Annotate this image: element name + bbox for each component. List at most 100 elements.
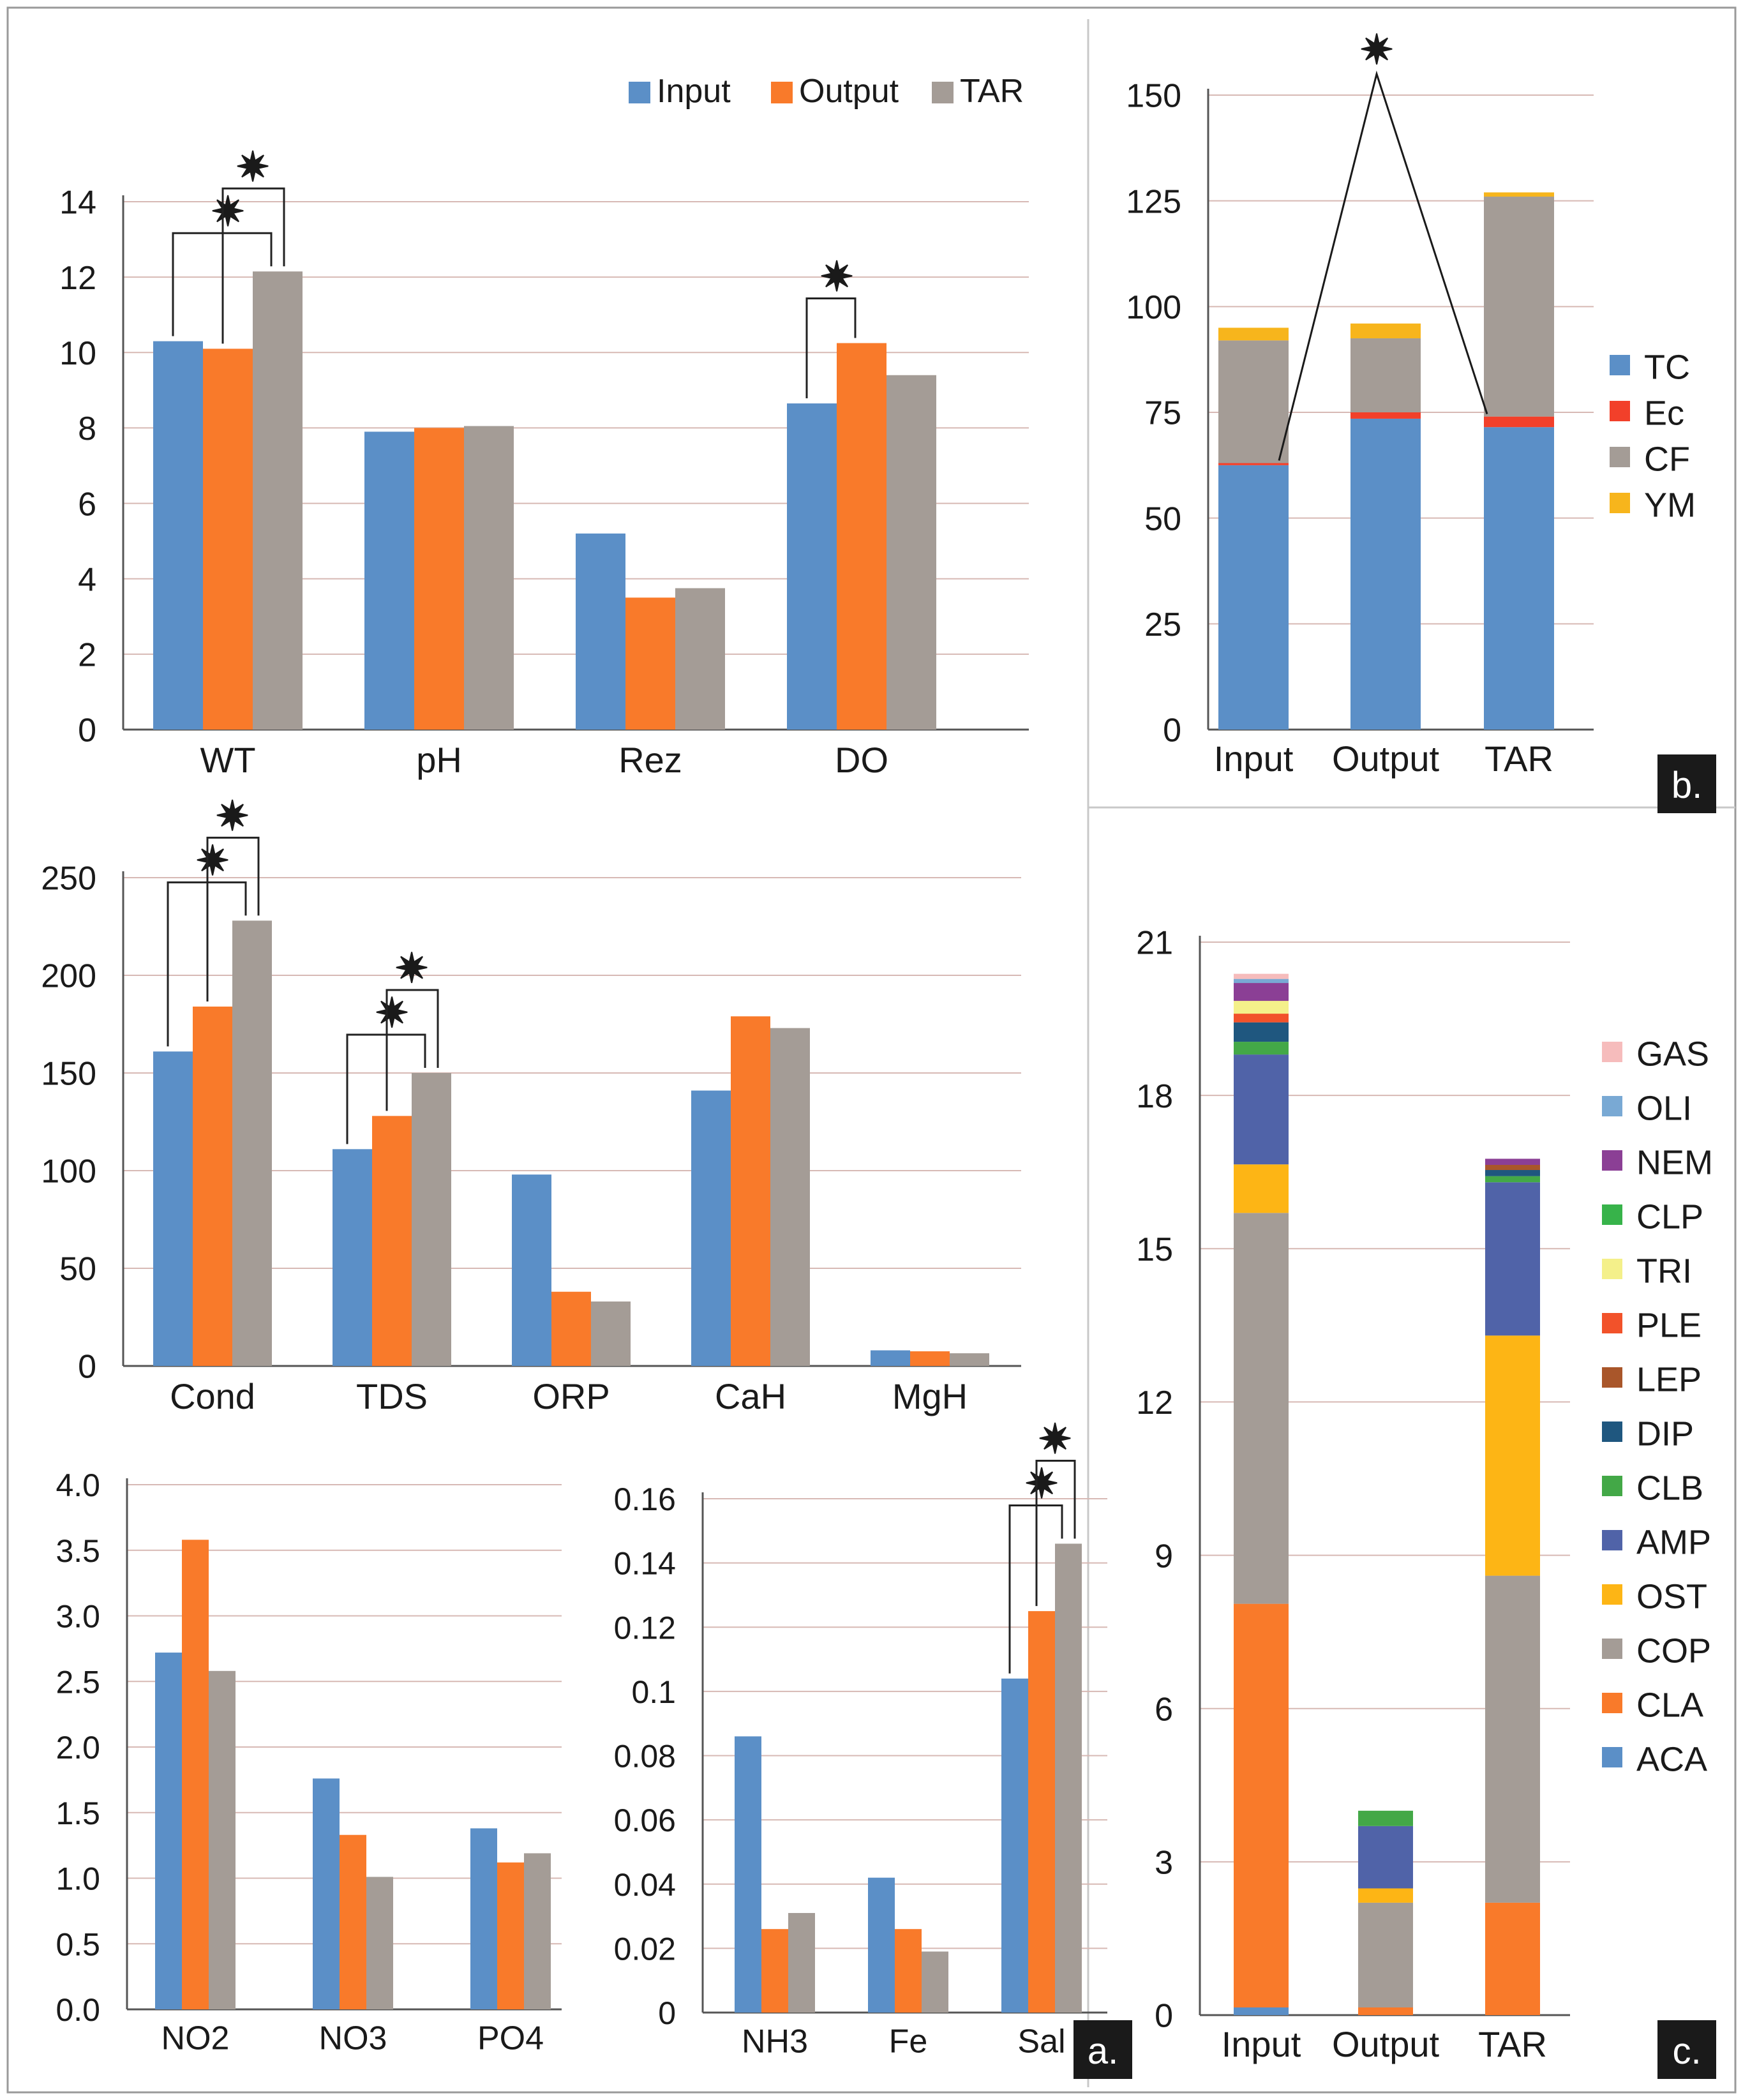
a3-ytick-label: 0.5: [56, 1926, 100, 1962]
c-segment-tar-clb: [1485, 1176, 1540, 1183]
c-segment-input-nem: [1234, 983, 1289, 1001]
a1-significance-star: ✷: [819, 254, 854, 300]
c-ytick-label: 9: [1155, 1538, 1173, 1575]
a3-ytick-label: 2.0: [56, 1730, 100, 1766]
c-segment-tar-cla: [1485, 1902, 1540, 2015]
a3-bar-po4-output: [497, 1862, 524, 2009]
a4-bar-sal-tar: [1055, 1543, 1082, 2013]
a2-ytick-label: 250: [41, 860, 96, 897]
a3-bar-no2-tar: [209, 1670, 236, 2009]
a4-bar-sal-input: [1001, 1678, 1028, 2013]
a4-significance-star: ✷: [1038, 1416, 1072, 1462]
a2-ytick-label: 200: [41, 958, 96, 995]
c-legend-swatch-cop: [1602, 1639, 1622, 1659]
c-legend-label-ple: PLE: [1636, 1306, 1702, 1344]
c-legend-swatch-clp: [1602, 1204, 1622, 1225]
a2-ytick-label: 100: [41, 1153, 96, 1190]
b-legend-label-ec: Ec: [1644, 394, 1684, 432]
c-legend-label-cop: COP: [1636, 1631, 1711, 1670]
c-segment-input-oli: [1234, 979, 1289, 984]
a2-bar-cah-tar: [770, 1028, 810, 1366]
b-category-label: Input: [1214, 739, 1294, 779]
a1-bar-ph-input: [364, 431, 414, 730]
b-ytick-label: 75: [1144, 395, 1181, 432]
c-legend-label-aca: ACA: [1636, 1740, 1707, 1778]
c-segment-input-cla: [1234, 1603, 1289, 2007]
a1-ytick-label: 2: [78, 637, 96, 674]
a3-category-label: PO4: [477, 2020, 544, 2057]
chart-c-invertebrates: 0 3 6 9 12 15 18 21 Input Output TAR GAS OLI NEM CLP TR…: [1136, 925, 1713, 2064]
b-segment-input-tc: [1218, 465, 1289, 730]
a4-ytick-label: 0.04: [614, 1867, 676, 1903]
b-legend-label-cf: CF: [1644, 440, 1690, 478]
c-legend-swatch-ple: [1602, 1313, 1622, 1333]
panel-label-b: b.: [1657, 754, 1716, 813]
c-ytick-label: 0: [1155, 1998, 1173, 2035]
a4-significance-bracket: [1035, 1459, 1076, 1607]
b-ytick-label: 25: [1144, 606, 1181, 643]
c-legend-swatch-oli: [1602, 1096, 1622, 1116]
a2-bar-cond-input: [153, 1051, 193, 1366]
c-category-label: TAR: [1478, 2024, 1547, 2064]
a1-bar-ph-tar: [464, 426, 514, 730]
a2-significance-star: ✷: [215, 793, 250, 839]
b-segment-tar-cf: [1484, 197, 1554, 417]
c-segment-input-tri: [1234, 1001, 1289, 1014]
a2-bar-mgh-output: [910, 1351, 950, 1366]
a3-category-label: NO2: [161, 2020, 230, 2057]
c-segment-output-cla: [1358, 2007, 1413, 2015]
c-legend-swatch-lep: [1602, 1367, 1622, 1388]
a3-bar-po4-input: [470, 1828, 497, 2009]
a3-bar-no3-tar: [366, 1877, 393, 2009]
a3-ytick-label: 3.5: [56, 1533, 100, 1569]
c-ytick-label: 15: [1136, 1231, 1173, 1268]
a2-significance-bracket: [206, 836, 260, 1001]
a4-bar-fe-output: [895, 1929, 922, 2013]
c-legend-swatch-amp: [1602, 1530, 1622, 1550]
a2-bar-orp-output: [551, 1291, 591, 1366]
a4-bar-fe-tar: [922, 1951, 948, 2013]
a1-bar-wt-tar: [253, 271, 303, 730]
a4-bar-fe-input: [868, 1877, 895, 2013]
b-segment-input-cf: [1218, 340, 1289, 463]
a3-category-label: NO3: [319, 2020, 387, 2057]
c-legend-swatch-cla: [1602, 1693, 1622, 1713]
b-ytick-label: 125: [1126, 183, 1181, 220]
a1-category-label: Rez: [618, 740, 682, 780]
a1-significance-bracket: [221, 187, 285, 344]
c-legend-swatch-dip: [1602, 1421, 1622, 1442]
a3-bar-po4-tar: [524, 1853, 551, 2009]
a1-ytick-label: 12: [59, 260, 96, 297]
a2-ytick-label: 0: [78, 1349, 96, 1386]
a1-bar-rez-tar: [675, 588, 725, 730]
b-legend-swatch-ec: [1610, 401, 1630, 421]
c-legend-label-lep: LEP: [1636, 1360, 1702, 1399]
a1-ytick-label: 4: [78, 561, 96, 598]
c-segment-input-gas: [1234, 973, 1289, 979]
a2-category-label: MgH: [892, 1376, 968, 1416]
c-segment-tar-lep: [1485, 1165, 1540, 1171]
a2-category-label: Cond: [170, 1376, 255, 1416]
a1-category-label: pH: [416, 740, 462, 780]
c-segment-input-dip: [1234, 1022, 1289, 1042]
a4-ytick-label: 0.1: [631, 1674, 676, 1710]
a1-bar-wt-input: [153, 341, 203, 730]
a3-bar-no3-input: [313, 1778, 340, 2009]
a1-significance-star: ✷: [211, 188, 245, 234]
a1-legend-label-output: Output: [799, 73, 899, 110]
a1-category-label: DO: [835, 740, 888, 780]
a1-ytick-label: 6: [78, 486, 96, 523]
a3-ytick-label: 1.0: [56, 1861, 100, 1897]
a2-category-label: ORP: [532, 1376, 610, 1416]
a1-legend-label-tar: TAR: [960, 73, 1024, 110]
b-ytick-label: 150: [1126, 78, 1181, 115]
a2-bar-cond-output: [193, 1006, 232, 1366]
a2-bar-tds-output: [372, 1116, 412, 1366]
chart-a4-trace: 0 0.02 0.04 0.06 0.08 0.1 0.12 0.14 0.16 NH3 Fe Sal…: [614, 1416, 1107, 2060]
c-ytick-label: 12: [1136, 1384, 1173, 1421]
c-segment-input-aca: [1234, 2007, 1289, 2015]
a4-ytick-label: 0.14: [614, 1546, 676, 1582]
a4-ytick-label: 0.06: [614, 1803, 676, 1838]
b-significance-star: ✷: [1359, 27, 1394, 73]
c-legend-label-amp: AMP: [1636, 1523, 1711, 1561]
